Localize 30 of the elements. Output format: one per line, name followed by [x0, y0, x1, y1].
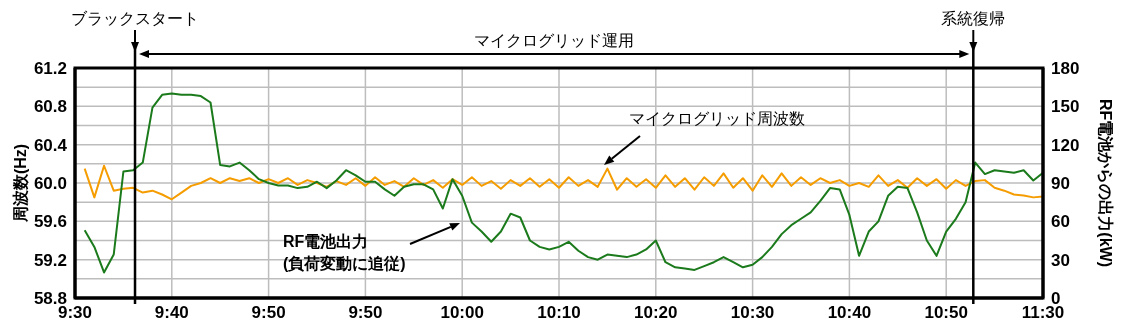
y-tick-label: 60.4 [33, 135, 68, 155]
x-tick-label: 9:40 [154, 303, 189, 323]
y2-tick-label: 90 [1051, 174, 1070, 194]
x-tick-label: 10:10 [537, 303, 581, 323]
line-series [83, 164, 1043, 201]
x-tick-label: 10:40 [827, 303, 872, 323]
y-tick-label: 61.2 [33, 59, 67, 79]
y2-tick-label: 30 [1051, 250, 1070, 270]
y2-tick-label: 180 [1051, 59, 1080, 79]
y-tick-label: 60.8 [33, 97, 67, 117]
y2-tick-label: 120 [1051, 135, 1080, 155]
y-tick-label: 59.6 [33, 212, 67, 232]
text: 系統復帰 [941, 10, 1006, 27]
x-tick-label: 10:50 [924, 303, 968, 323]
x-tick-label: 10:00 [440, 303, 484, 323]
x-tick-label: 9:50 [251, 303, 286, 323]
x-tick-label: 9:50 [348, 303, 383, 323]
annotation: マイクログリッド周波数 [629, 110, 805, 127]
y-tick-label: 59.2 [33, 250, 67, 270]
y2-tick-label: 60 [1051, 212, 1070, 232]
line-series [83, 92, 1043, 274]
text: マイクログリッド運用 [474, 32, 635, 49]
y-axis-title: 周波数(Hz) [12, 143, 30, 224]
annotation: RF電池出力 (負荷変動に追従) [283, 233, 406, 272]
text: ブラックスタート [71, 10, 200, 27]
y-tick-label: 60.0 [33, 174, 67, 194]
y2-axis-title: RF電池からの出力(kW) [1096, 99, 1114, 267]
x-tick-label: 10:30 [730, 303, 775, 323]
y2-tick-label: 150 [1051, 97, 1080, 117]
x-tick-label: 10:20 [634, 303, 678, 323]
